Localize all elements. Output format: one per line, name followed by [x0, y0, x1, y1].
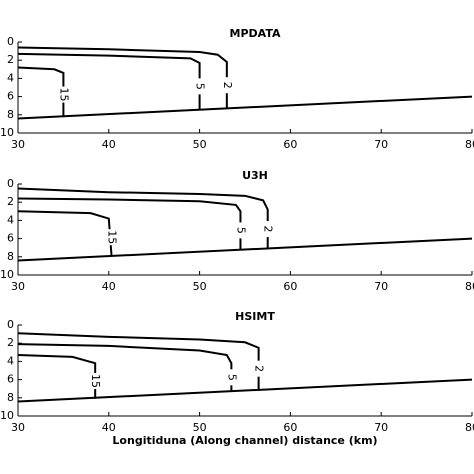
y-tick-label: 10: [0, 268, 14, 281]
contour-label: 5: [194, 83, 207, 90]
contour-label-bg: [235, 222, 246, 239]
x-tick-label: 60: [283, 138, 297, 151]
contour-label-bg: [90, 372, 101, 389]
x-tick-label: 50: [193, 421, 207, 434]
y-tick-label: 4: [7, 213, 14, 226]
bed-line: [17, 378, 473, 403]
contour-label-bg: [221, 77, 232, 94]
y-tick-label: 4: [7, 71, 14, 84]
x-tick-label: 50: [193, 280, 207, 293]
y-tick-label: 2: [7, 53, 14, 66]
chart-title: MPDATA: [230, 27, 281, 40]
y-tick-label: 10: [0, 126, 14, 139]
contour-label-bg: [253, 360, 264, 377]
contour-label: 15: [57, 88, 70, 102]
x-tick-label: 60: [283, 280, 297, 293]
contour-label: 15: [89, 374, 102, 388]
x-tick-label: 30: [11, 138, 25, 151]
y-tick-label: 6: [7, 232, 14, 245]
y-tick-label: 6: [7, 373, 14, 386]
x-tick-label: 70: [374, 280, 388, 293]
chart-title: U3H: [242, 169, 268, 182]
contour-label-bg: [106, 229, 117, 246]
y-tick-label: 0: [7, 35, 14, 48]
contour-line: [17, 187, 269, 249]
x-tick-label: 50: [193, 138, 207, 151]
y-tick-label: 6: [7, 90, 14, 103]
x-tick-label: 30: [11, 280, 25, 293]
contour-line: [17, 210, 113, 256]
x-tick-label: 80: [465, 421, 474, 434]
contour-label: 2: [221, 82, 234, 89]
x-tick-label: 30: [11, 421, 25, 434]
contour-line: [17, 332, 260, 390]
x-tick-label: 70: [374, 421, 388, 434]
contour-line: [17, 197, 242, 250]
y-tick-label: 10: [0, 409, 14, 422]
x-tick-label: 60: [283, 421, 297, 434]
y-tick-label: 8: [7, 391, 14, 404]
x-tick-label: 40: [102, 421, 116, 434]
chart-title: HSIMT: [235, 310, 275, 323]
bed-line: [17, 95, 473, 120]
contour-label: 15: [106, 230, 119, 244]
x-tick-label: 70: [374, 138, 388, 151]
contour-line: [17, 343, 233, 392]
contour-label: 2: [253, 365, 266, 372]
contour-label: 2: [262, 226, 275, 233]
x-tick-label: 40: [102, 138, 116, 151]
contour-label: 5: [234, 227, 247, 234]
y-tick-label: 2: [7, 336, 14, 349]
x-tick-label: 80: [465, 280, 474, 293]
contour-label-bg: [226, 369, 237, 386]
contour-label-bg: [58, 86, 69, 103]
contour-label-bg: [262, 221, 273, 238]
x-axis-label: Longitiduna (Along channel) distance (km…: [112, 434, 377, 447]
contour-label: 5: [225, 374, 238, 381]
y-tick-label: 4: [7, 354, 14, 367]
contour-line: [17, 46, 228, 109]
y-tick-label: 8: [7, 250, 14, 263]
x-tick-label: 80: [465, 138, 474, 151]
contour-line: [17, 66, 65, 117]
y-tick-label: 0: [7, 177, 14, 190]
contour-line: [17, 354, 97, 399]
y-tick-label: 8: [7, 108, 14, 121]
y-tick-label: 2: [7, 195, 14, 208]
contour-line: [17, 52, 201, 110]
contour-label-bg: [194, 78, 205, 95]
x-tick-label: 40: [102, 280, 116, 293]
y-tick-label: 0: [7, 318, 14, 331]
bed-line: [17, 237, 473, 262]
